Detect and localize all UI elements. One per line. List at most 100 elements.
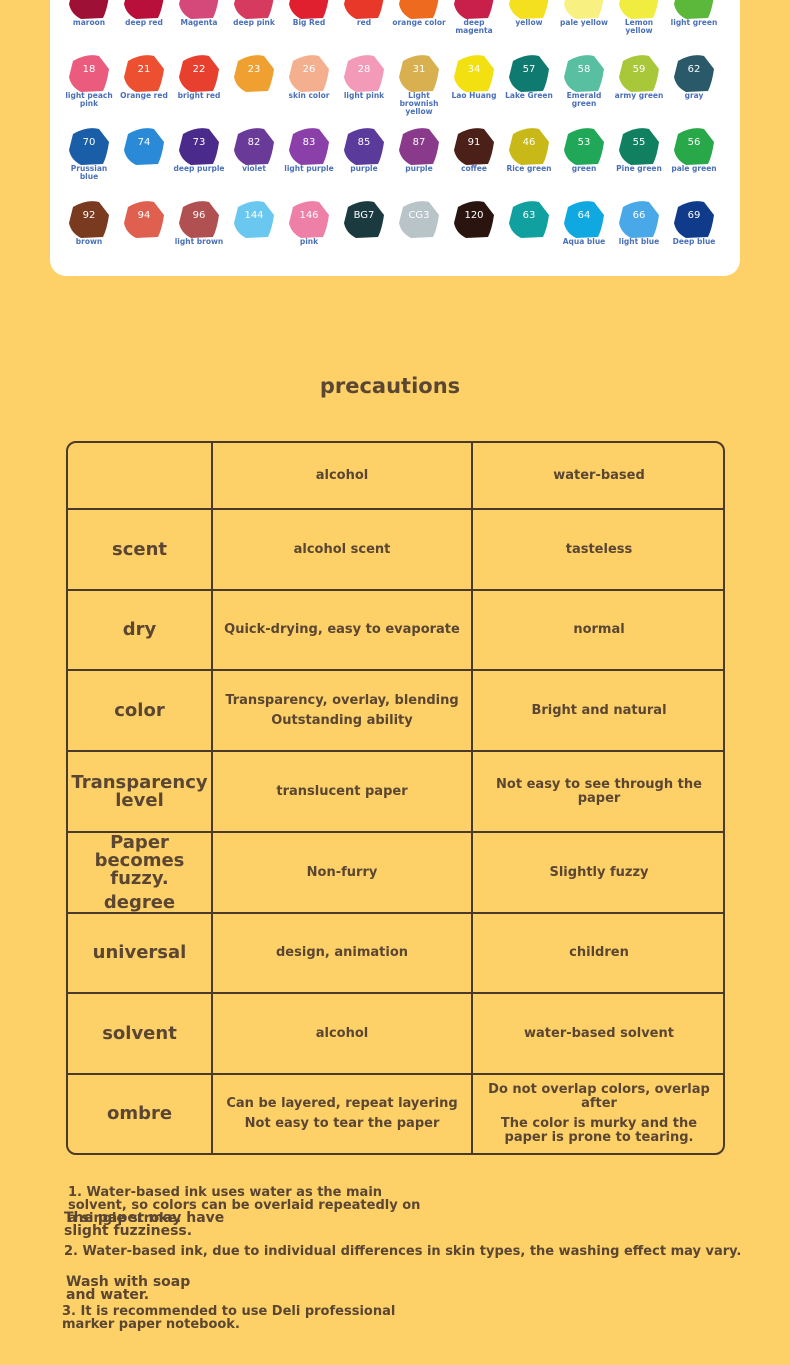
swatch-number: 55 <box>632 137 646 148</box>
swatch-label: Prussian blue <box>70 164 108 181</box>
color-blob <box>69 201 109 238</box>
swatch: 13 red <box>337 0 391 27</box>
swatch-label: army green <box>614 91 664 100</box>
marker-tip <box>124 201 164 238</box>
swatch: 70 Prussian blue <box>62 126 116 181</box>
swatch-number: 70 <box>82 137 96 148</box>
swatch: 91 coffee <box>447 126 501 173</box>
marker-tip <box>179 55 219 92</box>
swatch-number: CG3 <box>408 210 430 221</box>
row-label: universal <box>68 914 211 992</box>
table-cell: tasteless <box>473 510 723 589</box>
swatch-label: Aqua blue <box>562 237 606 246</box>
marker-tip <box>509 0 549 19</box>
marker-tip <box>289 128 329 165</box>
swatch-label: Emerald green <box>566 91 602 108</box>
color-blob <box>69 55 109 92</box>
swatch: 92 brown <box>62 199 116 246</box>
swatch: 23 <box>227 53 281 93</box>
swatch: 4 deep red <box>117 0 171 27</box>
swatch-number: 58 <box>577 64 591 75</box>
marker-tip <box>344 128 384 165</box>
swatch: 59 army green <box>612 53 666 100</box>
marker-tip <box>234 201 274 238</box>
swatch: 87 purple <box>392 126 446 173</box>
label-text: dry <box>122 619 157 640</box>
cell-text: Quick-drying, easy to evaporate <box>224 622 460 637</box>
comparison-table: alcohol water-based scent alcohol scent tast… <box>66 441 725 1155</box>
swatch-label: purple <box>405 164 433 173</box>
swatch-label: coffee <box>461 164 487 173</box>
swatch: CG3 <box>392 199 446 239</box>
table-cell: alcohol scent <box>213 510 471 589</box>
color-blob <box>564 0 604 19</box>
swatch: 57 Lake Green <box>502 53 556 100</box>
color-blob <box>124 0 164 19</box>
color-blob <box>674 55 714 92</box>
cell-text: alcohol scent <box>293 541 391 557</box>
swatch-label: purple <box>350 164 378 173</box>
label-text: Paper becomes fuzzy. <box>94 831 185 889</box>
swatch-number: 8 <box>227 0 281 2</box>
swatch-label: Lao Huang <box>451 91 497 100</box>
swatch-number: 57 <box>522 64 536 75</box>
table-cell: Slightly fuzzy <box>473 833 723 912</box>
marker-tip <box>179 128 219 165</box>
table-cell: children <box>473 914 723 992</box>
marker-tip <box>69 55 109 92</box>
cell-text: Not easy to tear the paper <box>244 1116 440 1131</box>
marker-tip <box>69 0 109 19</box>
swatch: 55 Pine green <box>612 126 666 173</box>
swatch-number: 34 <box>467 64 481 75</box>
swatch: 5 Magenta <box>172 0 226 27</box>
swatch-label: yellow <box>515 18 543 27</box>
row-label: solvent <box>68 994 211 1073</box>
color-blob <box>454 128 494 165</box>
swatch-label: deep red <box>125 18 163 27</box>
swatch-label: Light brownish yellow <box>399 91 439 116</box>
color-blob <box>674 0 714 19</box>
swatch: 82 violet <box>227 126 281 173</box>
color-blob <box>454 0 494 19</box>
color-blob <box>344 55 384 92</box>
swatch-label: pale green <box>671 164 717 173</box>
color-blob <box>399 201 439 238</box>
marker-tip <box>234 0 274 19</box>
marker-tip <box>234 55 274 92</box>
swatch: 94 <box>117 199 171 239</box>
color-blob <box>234 201 274 238</box>
marker-tip <box>674 128 714 165</box>
cell-text: alcohol <box>315 1025 369 1041</box>
marker-tip <box>344 55 384 92</box>
swatch-number: 38 <box>557 0 611 2</box>
swatch-number: 11 <box>282 0 336 2</box>
swatch-number: 73 <box>192 137 206 148</box>
color-blob <box>509 0 549 19</box>
swatch: 62 gray <box>667 53 721 100</box>
swatch-label: Lake Green <box>505 91 553 100</box>
corner-cell <box>68 443 211 508</box>
color-blob <box>179 0 219 19</box>
marker-tip <box>124 128 164 165</box>
marker-tip <box>564 55 604 92</box>
swatch-label: Pine green <box>616 164 662 173</box>
color-blob <box>69 128 109 165</box>
marker-tip <box>454 0 494 19</box>
swatch-number: 13 <box>337 0 391 2</box>
swatch-number: 22 <box>192 64 206 75</box>
cell-text: Slightly fuzzy <box>549 864 649 880</box>
swatch-number: 66 <box>632 210 646 221</box>
swatch-number: 63 <box>522 210 536 221</box>
swatch-number: 92 <box>82 210 96 221</box>
marker-tip <box>289 55 329 92</box>
row-label: scent <box>68 510 211 589</box>
marker-tip <box>509 55 549 92</box>
cell-text: The color is murky and the paper is pron… <box>500 1116 698 1145</box>
color-blob <box>179 128 219 165</box>
marker-tip <box>344 201 384 238</box>
swatch: 18 light peach pink <box>62 53 116 108</box>
swatch-number: 120 <box>464 210 484 221</box>
swatch-number: 21 <box>137 64 151 75</box>
swatch-label: Orange red <box>120 91 168 100</box>
swatch-number: 96 <box>192 210 206 221</box>
